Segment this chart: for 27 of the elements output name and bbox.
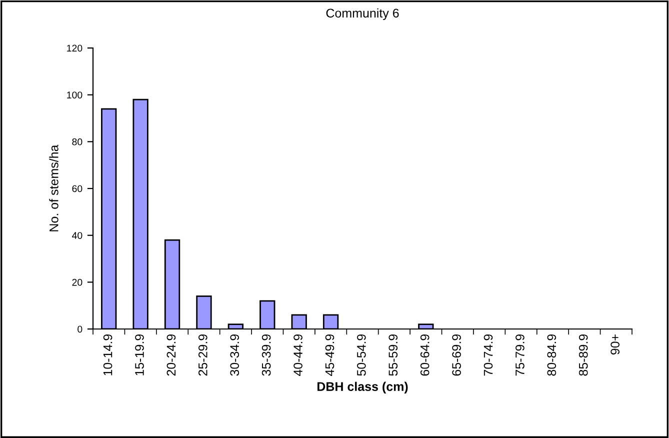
x-tick-label: 80-84.9 [547, 334, 556, 376]
y-tick-label: 100 [67, 92, 82, 98]
x-tick-label: 25-29.9 [198, 334, 208, 376]
x-tick-label: 65-69.9 [452, 334, 461, 376]
x-tick-label: 55-59.9 [388, 334, 398, 376]
x-tick-label: 35-39.9 [262, 334, 271, 376]
x-tick-label: 45-49.9 [325, 334, 334, 376]
y-axis-title: No. of stems/ha [49, 144, 58, 232]
y-tick-label: 80 [72, 138, 82, 146]
x-tick-label: 60-64.9 [420, 334, 430, 376]
x-tick-label: 15-19.9 [135, 334, 144, 376]
y-tick-label: 20 [72, 278, 82, 286]
x-tick-label: 10-14.9 [103, 334, 112, 376]
y-tick-label: 60 [72, 185, 82, 192]
x-tick-label: 85-89.9 [578, 334, 588, 376]
y-tick-label: 40 [72, 232, 82, 239]
chart-title: Community 6 [326, 8, 399, 20]
x-tick-label: 50-54.9 [357, 334, 366, 376]
x-tick-label: 40-44.9 [294, 334, 302, 376]
y-tick-label: 120 [67, 44, 82, 52]
x-tick-label: 30-34.9 [230, 334, 240, 376]
x-tick-label: 75-79.9 [516, 334, 524, 376]
y-tick-label: 0 [78, 326, 82, 333]
x-tick-label: 90+ [610, 334, 620, 354]
x-tick-label: 20-24.9 [166, 334, 176, 376]
x-tick-label: 70-74.9 [484, 334, 493, 376]
x-axis-title: DBH class (cm) [317, 382, 408, 394]
